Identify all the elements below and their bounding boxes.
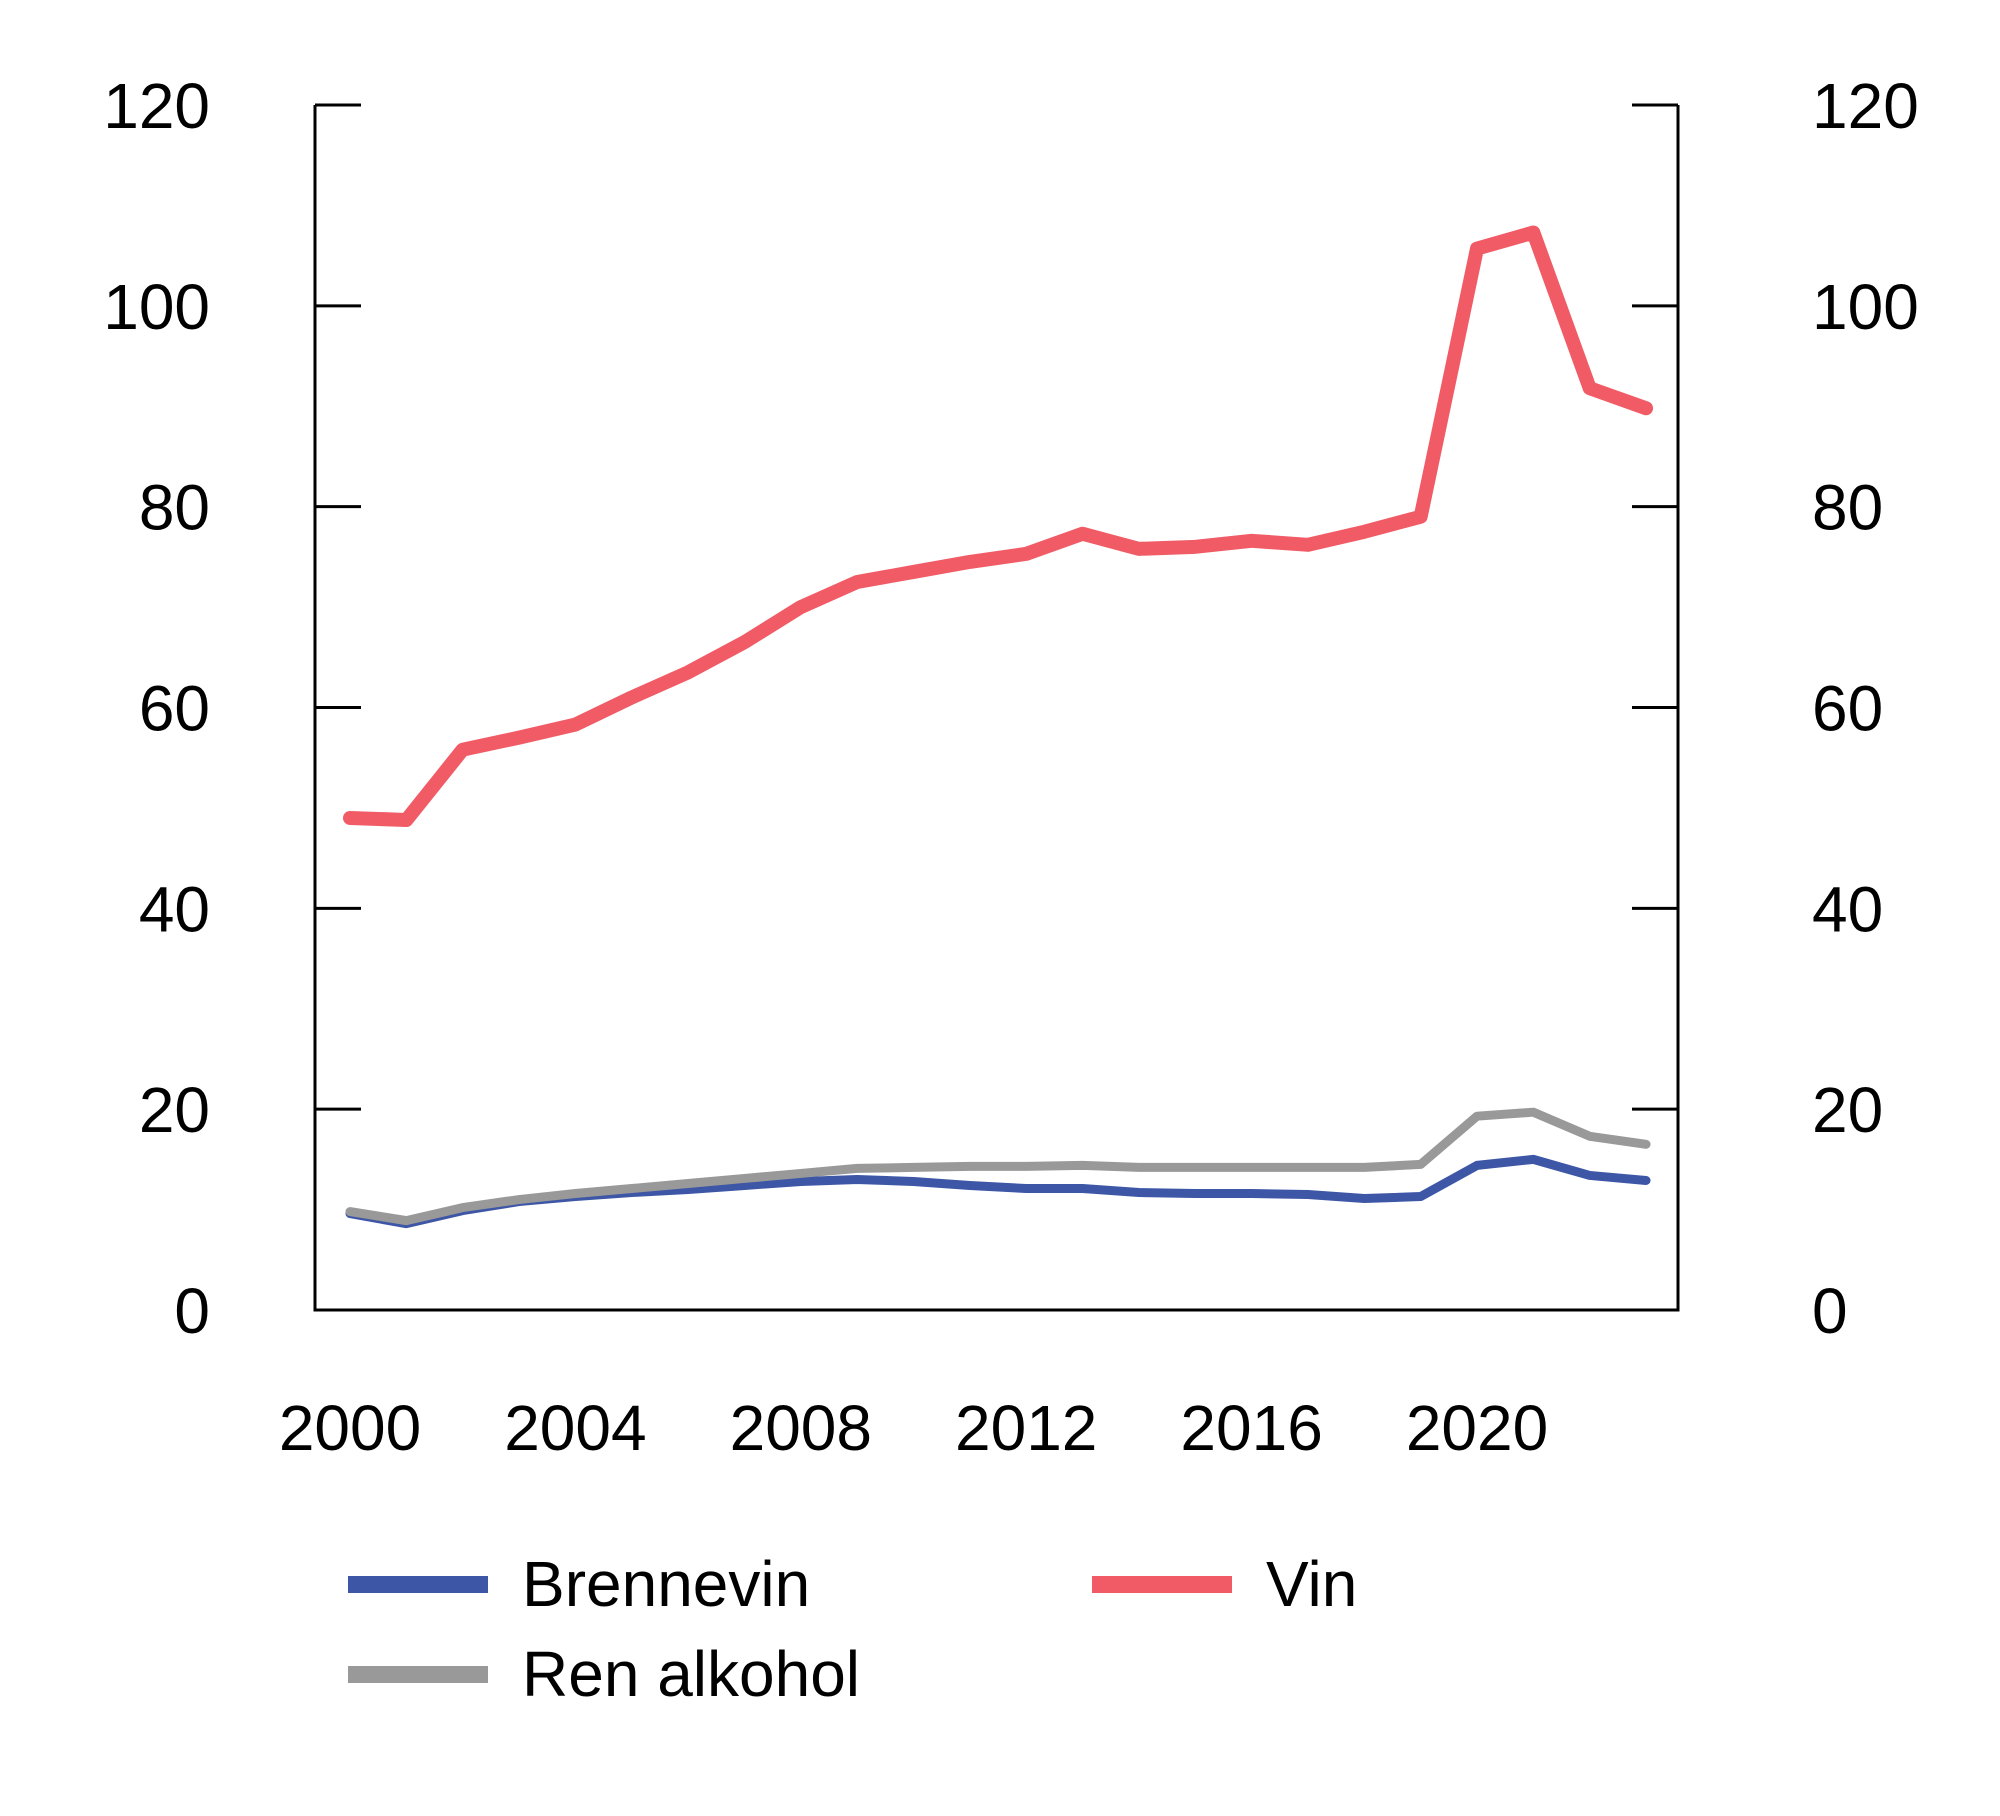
legend-item-vin: Vin	[1092, 1548, 1357, 1620]
series-line-vin	[343, 225, 1654, 827]
legend-label-ren-alkohol: Ren alkohol	[522, 1638, 860, 1710]
legend-item-brennevin: Brennevin	[348, 1548, 810, 1620]
y-axis-tick-label-left: 80	[139, 472, 210, 544]
x-axis-tick-label: 2008	[730, 1392, 872, 1464]
y-axis-tick-label-right: 120	[1812, 70, 1919, 142]
y-axis-tick-label-left: 60	[139, 673, 210, 745]
y-axis-tick-label-right: 20	[1812, 1074, 1883, 1146]
legend-swatch-vin	[1092, 1575, 1232, 1593]
y-axis-tick-label-right: 40	[1812, 873, 1883, 945]
legend-swatch-ren-alkohol	[348, 1665, 488, 1683]
legend-item-ren-alkohol: Ren alkohol	[348, 1638, 860, 1710]
y-axis-tick-label-left: 0	[174, 1275, 210, 1347]
y-axis-tick-label-left: 20	[139, 1074, 210, 1146]
legend-label-vin: Vin	[1266, 1548, 1358, 1620]
y-axis-tick-label-right: 80	[1812, 472, 1883, 544]
y-axis-tick-label-right: 0	[1812, 1275, 1848, 1347]
y-axis-tick-label-right: 60	[1812, 673, 1883, 745]
y-axis-tick-label-left: 120	[103, 70, 210, 142]
x-axis-tick-label: 2016	[1180, 1392, 1322, 1464]
y-axis-tick-label-left: 100	[103, 271, 210, 343]
x-axis-tick-label: 2000	[279, 1392, 421, 1464]
series-line-ren-alkohol	[345, 1107, 1651, 1226]
x-axis-tick-label: 2004	[504, 1392, 646, 1464]
x-axis-tick-label: 2020	[1406, 1392, 1548, 1464]
y-axis-tick-label-left: 40	[139, 873, 210, 945]
legend-swatch-brennevin	[348, 1575, 488, 1593]
x-axis-tick-label: 2012	[955, 1392, 1097, 1464]
y-axis-tick-label-right: 100	[1812, 271, 1919, 343]
legend-label-brennevin: Brennevin	[522, 1548, 811, 1620]
